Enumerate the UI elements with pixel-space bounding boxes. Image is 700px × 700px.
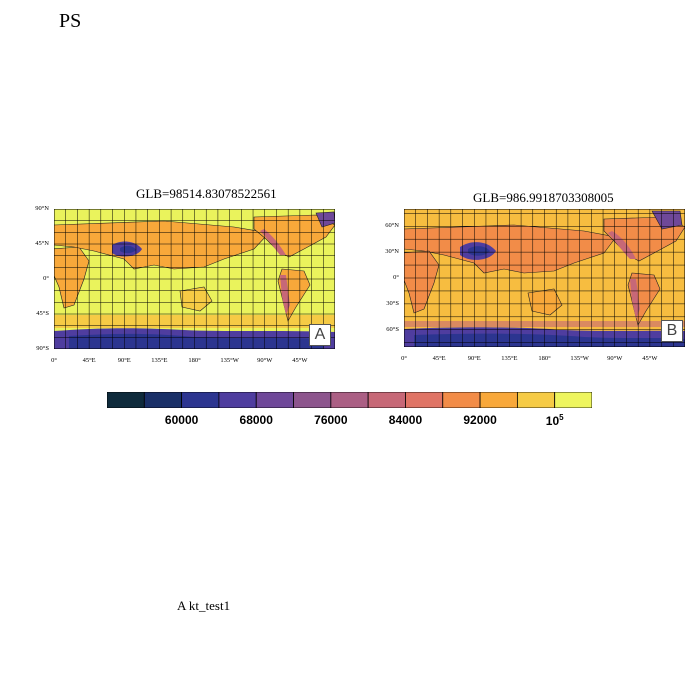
greenland	[315, 211, 335, 228]
colorbar-label: 84000	[388, 413, 423, 427]
lon-tick-label: 180°	[538, 355, 551, 362]
colorbar-swatch	[405, 392, 444, 408]
footer-note: A kt_test1	[177, 598, 231, 613]
lon-tick-label: 135°W	[220, 357, 239, 364]
colorbar-swatch	[218, 392, 257, 408]
eurasia	[54, 220, 270, 270]
panel-b-title: GLB=986.9918703308005	[473, 190, 614, 205]
map-grid	[404, 209, 685, 347]
map-panel-a	[54, 209, 335, 349]
colorbar-swatch	[516, 392, 556, 408]
colorbar-swatch	[479, 392, 518, 408]
greenland	[651, 210, 683, 230]
lon-tick-label: 135°E	[151, 357, 168, 364]
colorbar-swatch	[330, 392, 369, 408]
colorbar-swatch	[293, 392, 332, 408]
colorbar-label: 92000	[463, 413, 497, 427]
lat-tick-label: 30°N	[385, 248, 399, 256]
colorbar	[107, 392, 592, 408]
lat-tick-label: 45°N	[35, 240, 49, 247]
lat-tick-label: 90°S	[36, 345, 49, 352]
colorbar-label: 60000	[164, 413, 199, 427]
colorbar-swatch	[107, 392, 145, 408]
lon-tick-label: 0°	[401, 355, 407, 362]
colorbar-swatch	[367, 392, 406, 408]
lat-tick-label: 60°S	[386, 325, 399, 333]
lat-tick-label: 45°S	[36, 310, 49, 317]
map-panel-b	[404, 209, 685, 347]
colorbar-swatch	[442, 392, 481, 408]
colorbar-label: 105	[545, 413, 564, 428]
lon-tick-label: 90°E	[117, 357, 131, 364]
lat-tick-label: 30°S	[386, 299, 399, 307]
colorbar-label: 68000	[239, 413, 273, 427]
map-grid	[54, 209, 335, 349]
panel-a-title: GLB=98514.83078522561	[136, 186, 277, 201]
lon-tick-label: 90°E	[467, 355, 481, 362]
lon-tick-label: 135°W	[570, 355, 589, 362]
page-title: PS	[59, 10, 82, 32]
colorbar-label: 76000	[314, 413, 348, 427]
lon-tick-label: 0°	[51, 357, 57, 364]
colorbar-swatch	[255, 392, 294, 408]
lon-tick-label: 45°W	[292, 357, 308, 364]
lon-tick-label: 180°	[188, 357, 201, 364]
lon-tick-label: 45°E	[82, 357, 96, 364]
lat-tick-label: 90°N	[35, 205, 49, 212]
colorbar-swatch	[181, 392, 220, 408]
lat-tick-label: 0°	[393, 274, 399, 281]
lon-tick-label: 45°W	[642, 355, 658, 362]
lon-tick-label: 135°E	[501, 355, 518, 362]
lon-tick-label: 90°W	[257, 357, 273, 364]
lat-tick-label: 0°	[43, 275, 49, 282]
colorbar-swatch	[554, 392, 592, 408]
panel-a-tag: A	[309, 324, 331, 346]
lon-tick-label: 90°W	[607, 355, 623, 362]
lon-tick-label: 45°E	[432, 355, 446, 362]
panel-b-tag: B	[661, 320, 683, 342]
colorbar-swatch	[143, 392, 183, 408]
lat-tick-label: 60°N	[385, 222, 399, 230]
